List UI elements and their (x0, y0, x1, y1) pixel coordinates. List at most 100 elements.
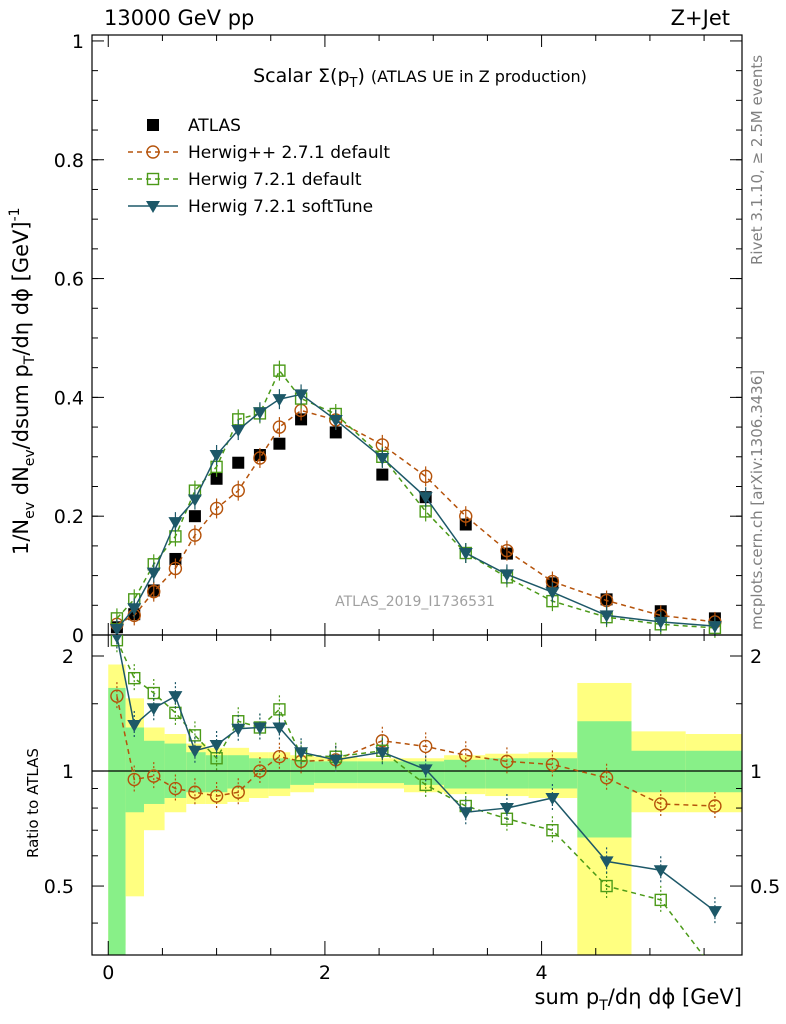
ratio-point (146, 703, 161, 716)
data-point (500, 543, 514, 558)
data-point (209, 501, 224, 516)
data-point (231, 425, 246, 438)
data-point (376, 468, 389, 481)
ratio-point (653, 865, 668, 878)
ratio-point (599, 856, 614, 869)
x-tick-label: 4 (536, 962, 548, 984)
data-point (418, 469, 433, 484)
ratio-point (253, 764, 267, 778)
main-y-tick-label: 0.2 (54, 506, 84, 528)
analysis-watermark: ATLAS_2019_I1736531 (335, 594, 495, 610)
band-green (444, 759, 486, 789)
legend-label: Herwig++ 2.7.1 default (188, 143, 390, 163)
data-point (253, 451, 267, 465)
x-tick-label: 0 (102, 962, 114, 984)
band-green (186, 752, 206, 793)
band-green (144, 740, 165, 804)
band-green (290, 759, 315, 785)
data-point (653, 616, 668, 629)
ratio-y-tick-label-right: 0.5 (750, 876, 780, 898)
main-series-line (116, 409, 716, 625)
ratio-point (328, 754, 343, 767)
ratio-point (209, 739, 224, 752)
data-point (109, 624, 124, 637)
ratio-point (418, 764, 433, 777)
ratio-point (708, 799, 722, 813)
ratio-point (709, 965, 720, 976)
legend-marker (146, 145, 160, 159)
ratio-point (231, 785, 245, 799)
ratio-ticks: 0.5 0.5 1 1 2 2 0 2 4 (44, 635, 780, 984)
band-green (314, 761, 358, 784)
data-point (188, 528, 202, 542)
main-y-axis-label: 1/Nev dNev/dsum pT/dη dϕ [GeV]-1 (7, 207, 38, 555)
main-series-line (116, 369, 715, 629)
ratio-point (168, 781, 183, 796)
band-green (108, 687, 126, 955)
uncertainty-bands (108, 664, 742, 955)
band-green (205, 755, 228, 793)
ratio-point (600, 879, 613, 893)
data-point (210, 472, 223, 485)
ratio-point (127, 719, 142, 732)
ratio-point (545, 757, 560, 772)
ratio-point (654, 797, 668, 811)
ratio-plot-frame (91, 634, 743, 956)
ratio-series-group (110, 635, 722, 976)
data-point (499, 569, 514, 582)
data-point (252, 407, 267, 420)
main-series-group (109, 360, 722, 640)
ratio-y-tick-label: 0.5 (44, 876, 74, 898)
data-point (187, 494, 202, 507)
ratio-point (545, 792, 560, 805)
data-point (273, 364, 286, 377)
data-point (375, 452, 390, 465)
ratio-point (500, 754, 514, 769)
data-point (329, 426, 342, 439)
ratio-point (459, 748, 473, 762)
legend-marker (146, 201, 160, 213)
ratio-y-axis-label: Ratio to ATLAS (24, 748, 42, 858)
ratio-point (458, 807, 473, 820)
ratio-point (209, 789, 224, 803)
ratio-point (128, 671, 141, 685)
ratio-y-tick-label: 2 (62, 646, 74, 668)
data-point (272, 394, 287, 407)
data-point (168, 517, 183, 530)
legend-label: ATLAS (188, 116, 241, 136)
legend-label: Herwig 7.2.1 default (188, 170, 362, 190)
x-axis-label: sum pT/dη dϕ [GeV] (535, 985, 742, 1014)
ratio-point (231, 723, 246, 736)
data-point (707, 621, 722, 634)
chart-title: Scalar Σ(pT) (ATLAS UE in Z production) (253, 65, 587, 91)
mcplots-label: mcplots.cern.ch [arXiv:1306.3436] (748, 370, 766, 630)
ratio-point (110, 635, 124, 647)
ratio-point (168, 691, 183, 704)
ratio-point (147, 769, 161, 783)
ratio-point (252, 722, 267, 735)
data-point (599, 610, 614, 623)
data-point (459, 509, 473, 523)
ratio-clipped-group (110, 635, 722, 976)
ratio-point (599, 771, 614, 785)
ratio-point (654, 893, 667, 907)
energy-label: 13000 GeV pp (104, 6, 254, 30)
main-y-tick-label: 1 (72, 31, 84, 53)
x-tick-label: 2 (319, 962, 331, 984)
data-point (458, 548, 473, 561)
data-point (273, 437, 286, 450)
ratio-point (707, 906, 722, 919)
ratio-point (111, 635, 122, 644)
data-point (127, 603, 142, 616)
data-point (188, 510, 201, 523)
ratio-y-tick-label: 1 (62, 761, 74, 783)
ratio-point (546, 824, 559, 837)
ratio-point (499, 803, 514, 816)
data-point (328, 414, 343, 427)
main-y-tick-label: 0.4 (54, 387, 84, 409)
ratio-point (188, 785, 202, 799)
data-point (294, 389, 309, 402)
data-point (272, 420, 287, 434)
ratio-point (418, 739, 433, 754)
